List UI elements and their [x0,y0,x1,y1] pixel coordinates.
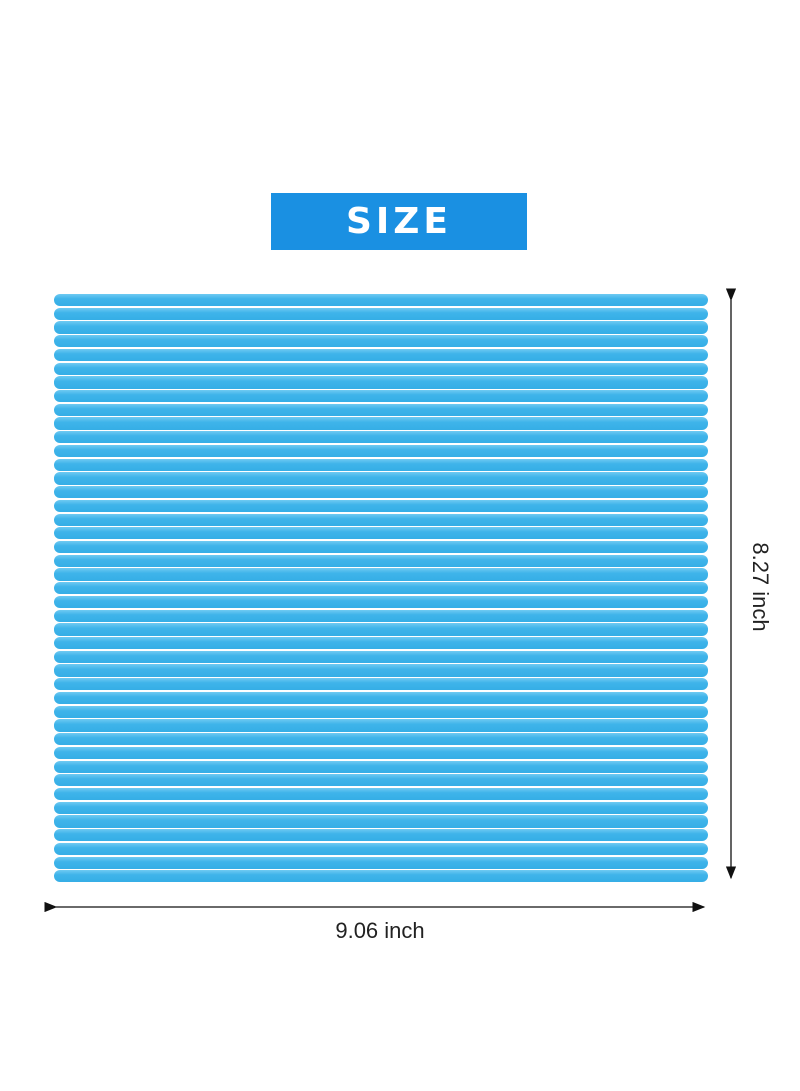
product-strip [54,774,708,787]
product-strip [54,376,708,389]
product-strip [54,390,708,403]
product-strip [54,348,708,362]
size-banner-label: SIZE [345,201,453,242]
product-strip [54,705,708,718]
product-strip [54,513,708,526]
product-strip [54,623,708,636]
product-strip [54,417,708,430]
width-label: 9.06 inch [335,918,425,943]
product-strip [54,321,708,334]
product-strip-stack [54,294,708,884]
product-strip [54,540,708,554]
product-strip [54,335,708,348]
product-strip [54,595,708,609]
product-strip [54,678,708,691]
product-strip [54,499,708,513]
size-banner: SIZE [271,193,527,250]
product-strip [54,787,708,801]
product-strip [54,664,708,677]
product-strip [54,431,708,444]
product-strip [54,829,708,842]
product-strip [54,444,708,458]
product-strip [54,719,708,732]
product-strip [54,362,708,375]
product-strip [54,815,708,828]
product-strip [54,856,708,869]
product-strip [54,568,708,581]
height-label: 8.27 inch [748,542,773,632]
product-strip [54,294,708,307]
product-strip [54,801,708,814]
product-strip [54,472,708,485]
product-strip [54,637,708,650]
product-strip [54,527,708,540]
product-strip [54,733,708,746]
product-strip [54,691,708,705]
product-strip [54,870,708,883]
product-strip [54,403,708,416]
product-strip [54,842,708,856]
product-strip [54,746,708,759]
product-strip [54,760,708,773]
product-strip [54,609,708,622]
product-strip [54,486,708,499]
product-strip [54,307,708,320]
product-strip [54,458,708,471]
product-strip [54,554,708,567]
product-strip [54,582,708,595]
product-strip [54,650,708,663]
